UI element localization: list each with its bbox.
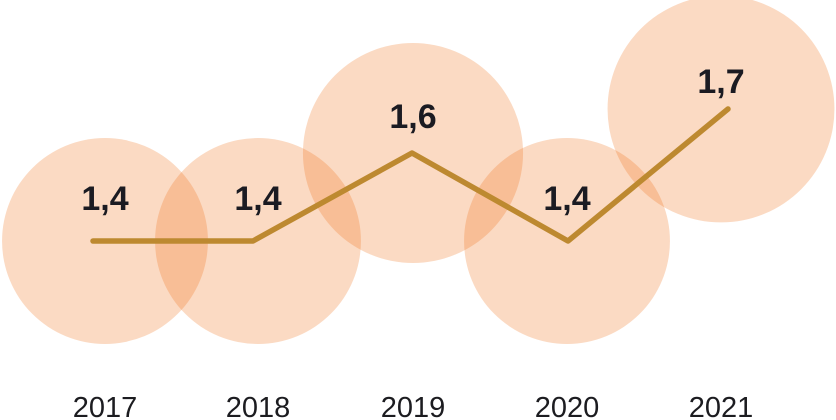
x-axis-label-2019: 2019 bbox=[381, 392, 446, 420]
bubbles-layer bbox=[2, 0, 835, 344]
bubble-2021 bbox=[607, 0, 835, 223]
x-axis-label-2017: 2017 bbox=[73, 392, 138, 420]
x-axis-label-2021: 2021 bbox=[689, 392, 754, 420]
value-label-2019: 1,6 bbox=[389, 98, 436, 136]
trend-line bbox=[90, 106, 731, 244]
value-label-2018: 1,4 bbox=[234, 180, 281, 218]
x-axis-label-2020: 2020 bbox=[535, 392, 600, 420]
x-axis-labels-layer: 2017 2018 2019 2020 2021 bbox=[73, 392, 754, 420]
x-axis-label-2018: 2018 bbox=[226, 392, 291, 420]
value-label-2017: 1,4 bbox=[81, 180, 128, 218]
value-labels-layer: 1,4 1,4 1,6 1,4 1,7 bbox=[81, 63, 744, 218]
value-label-2020: 1,4 bbox=[543, 180, 590, 218]
line-layer bbox=[90, 106, 731, 244]
value-label-2021: 1,7 bbox=[697, 63, 744, 101]
